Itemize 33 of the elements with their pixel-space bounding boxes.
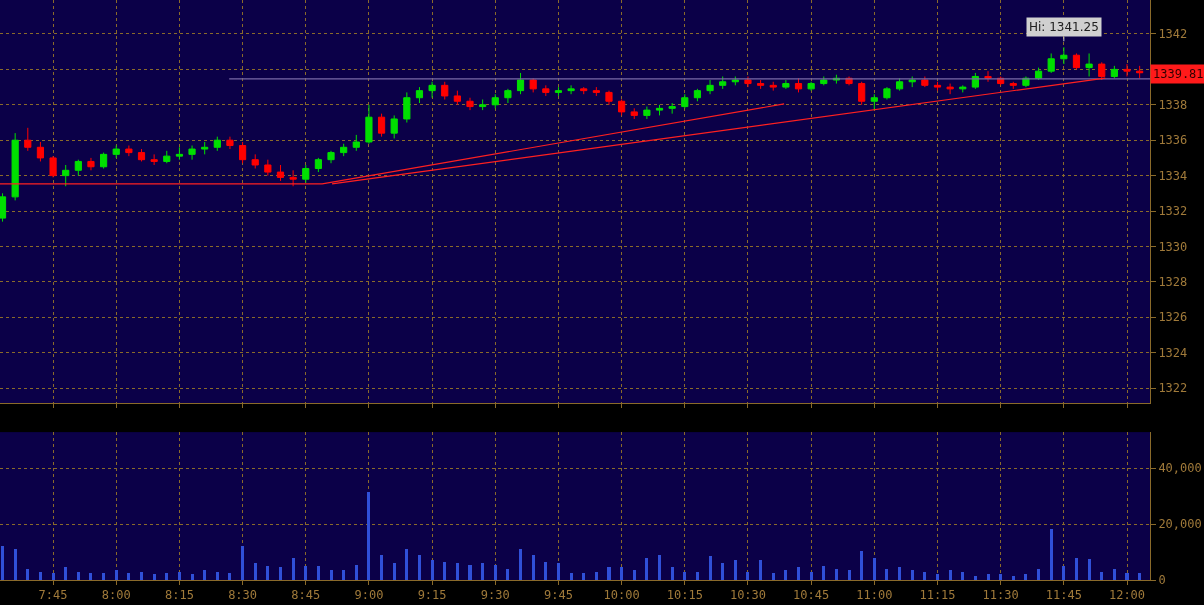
- x-tick-label: 11:00: [856, 588, 893, 603]
- y-tick-label: 0: [1158, 573, 1166, 588]
- x-tick-label: 9:30: [480, 588, 510, 603]
- x-tick-label: 10:30: [729, 588, 767, 603]
- y-tick-label: 1342: [1158, 27, 1188, 42]
- x-tick-label: 8:30: [228, 588, 258, 603]
- x-tick-label: 8:45: [291, 588, 321, 603]
- y-tick-label: 1332: [1158, 204, 1188, 219]
- x-tick-label: 7:45: [38, 588, 68, 603]
- y-tick-label: 1330: [1158, 239, 1188, 254]
- annotation: Hi: 1341.25: [1029, 20, 1099, 34]
- x-tick-label: 9:15: [417, 588, 447, 603]
- y-tick-label: 1336: [1158, 133, 1188, 148]
- text: 1339.81: [1153, 67, 1204, 81]
- y-tick-label: 1334: [1158, 168, 1188, 183]
- y-tick-label: 20,000: [1158, 517, 1202, 532]
- x-tick-label: 9:45: [544, 588, 573, 603]
- y-tick-label: 1322: [1158, 381, 1188, 396]
- x-tick-label: 11:30: [982, 588, 1019, 603]
- x-tick-label: 8:00: [101, 588, 131, 603]
- y-tick-label: 1338: [1158, 98, 1188, 112]
- y-tick-label: 1324: [1158, 345, 1188, 360]
- x-tick-label: 12:00: [1108, 588, 1146, 603]
- y-tick-label: 40,000: [1158, 461, 1202, 476]
- y-tick-label: 1326: [1158, 310, 1188, 325]
- x-tick-label: 8:15: [164, 588, 194, 603]
- x-tick-label: 11:15: [919, 588, 956, 603]
- x-tick-label: 11:45: [1045, 588, 1082, 603]
- x-tick-label: 10:15: [666, 588, 703, 603]
- x-tick-label: 9:00: [354, 588, 384, 603]
- x-tick-label: 10:00: [603, 588, 640, 603]
- x-tick-label: 10:45: [793, 588, 830, 603]
- y-tick-label: 1328: [1158, 275, 1188, 290]
